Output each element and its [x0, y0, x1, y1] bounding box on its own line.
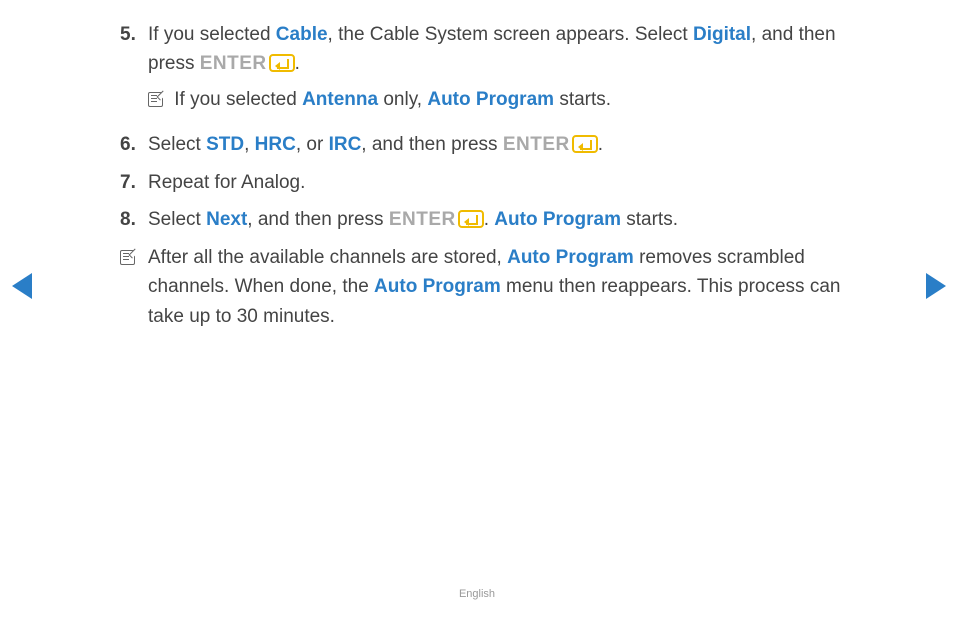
highlight-auto-program: Auto Program — [494, 209, 621, 230]
text: After all the available channels are sto… — [148, 247, 507, 268]
enter-icon — [458, 210, 484, 228]
enter-label: ENTER — [503, 134, 570, 155]
step-body: Repeat for Analog. — [148, 168, 880, 197]
note-body: After all the available channels are sto… — [148, 243, 880, 331]
text: , — [244, 134, 255, 155]
highlight-auto-program: Auto Program — [507, 247, 634, 268]
step-number: 5. — [120, 20, 148, 122]
enter-icon — [572, 135, 598, 153]
note-icon — [120, 250, 135, 265]
enter-icon — [269, 54, 295, 72]
enter-label: ENTER — [389, 209, 456, 230]
note-icon — [148, 92, 163, 107]
step-body: Select Next, and then press ENTER. Auto … — [148, 205, 880, 234]
highlight-auto-program: Auto Program — [374, 276, 501, 297]
arrow-right-icon — [926, 273, 946, 299]
nav-next-button[interactable] — [926, 273, 946, 299]
text: . — [598, 134, 603, 155]
text: , the Cable System screen appears. Selec… — [328, 24, 693, 45]
step-number: 6. — [120, 130, 148, 159]
step-body: Select STD, HRC, or IRC, and then press … — [148, 130, 880, 159]
footer-language: English — [0, 588, 954, 600]
step-body: If you selected Cable, the Cable System … — [148, 20, 880, 122]
highlight-hrc: HRC — [255, 134, 296, 155]
arrow-left-icon — [12, 273, 32, 299]
step-6: 6. Select STD, HRC, or IRC, and then pre… — [120, 130, 880, 159]
text: . — [484, 209, 495, 230]
text: starts. — [621, 209, 678, 230]
highlight-irc: IRC — [329, 134, 362, 155]
document-content: 5. If you selected Cable, the Cable Syst… — [120, 20, 880, 331]
note-icon-container — [120, 243, 148, 331]
text: Repeat for Analog. — [148, 172, 305, 193]
text: Select — [148, 209, 206, 230]
text: If you selected — [148, 24, 276, 45]
highlight-digital: Digital — [693, 24, 751, 45]
step-7: 7. Repeat for Analog. — [120, 168, 880, 197]
end-note: After all the available channels are sto… — [120, 243, 880, 331]
step-5-note: If you selected Antenna only, Auto Progr… — [148, 85, 880, 114]
highlight-auto-program: Auto Program — [427, 89, 554, 110]
text: only, — [378, 89, 427, 110]
highlight-antenna: Antenna — [302, 89, 378, 110]
highlight-next: Next — [206, 209, 247, 230]
text: . — [295, 53, 300, 74]
nav-prev-button[interactable] — [12, 273, 32, 299]
text: , and then press — [361, 134, 503, 155]
step-5: 5. If you selected Cable, the Cable Syst… — [120, 20, 880, 122]
text: Select — [148, 134, 206, 155]
step-number: 7. — [120, 168, 148, 197]
text: If you selected — [169, 89, 302, 110]
step-8: 8. Select Next, and then press ENTER. Au… — [120, 205, 880, 234]
highlight-std: STD — [206, 134, 244, 155]
text: , or — [296, 134, 329, 155]
text: starts. — [554, 89, 611, 110]
text: , and then press — [247, 209, 389, 230]
highlight-cable: Cable — [276, 24, 328, 45]
step-number: 8. — [120, 205, 148, 234]
enter-label: ENTER — [200, 53, 267, 74]
